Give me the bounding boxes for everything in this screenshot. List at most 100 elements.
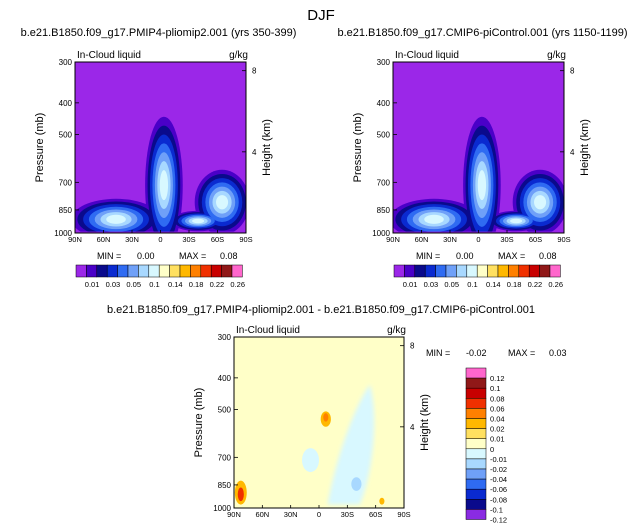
colorbar-box (445, 264, 457, 278)
min-value: -0.02 (466, 348, 487, 358)
variable-label: In-Cloud liquid (77, 50, 141, 61)
colorbar-box (549, 264, 561, 278)
max-value: 0.08 (539, 251, 557, 261)
y-axis-label: Pressure (mb) (193, 388, 205, 458)
colorbar-label: 0.02 (490, 425, 505, 434)
y-tick-label: 850 (59, 206, 73, 215)
colorbar-box (497, 264, 509, 278)
y-tick-label: 700 (377, 178, 391, 187)
colorbar-box (138, 264, 150, 278)
y-tick-label: 500 (218, 406, 232, 415)
colorbar-box (210, 264, 222, 278)
colorbar-label: 0.04 (490, 415, 505, 424)
colorbar-box (414, 264, 426, 278)
colorbar-box (476, 264, 488, 278)
colorbar-box (75, 264, 87, 278)
colorbar-box (465, 499, 487, 510)
colorbar-box (487, 264, 499, 278)
y-tick-label: 850 (377, 206, 391, 215)
max-value: 0.03 (549, 348, 567, 358)
colorbar-label: -0.1 (490, 505, 503, 514)
y-tick-label: 500 (59, 131, 73, 140)
x-tick-label: 30S (341, 510, 354, 519)
colorbar-label: 0.22 (210, 280, 225, 289)
colorbar-label: 0.18 (189, 280, 204, 289)
y-tick-label: 300 (377, 58, 391, 67)
y-tick-label: 1000 (54, 229, 72, 238)
y-right-tick-label: 8 (410, 342, 415, 351)
y-tick-label: 300 (59, 58, 73, 67)
negative-anomaly (327, 384, 375, 505)
colorbar-box (404, 264, 416, 278)
colorbar-label: -0.12 (490, 516, 507, 525)
contour-background (234, 337, 404, 508)
max-value: 0.08 (220, 251, 238, 261)
x-tick-label: 60N (97, 235, 111, 244)
contour-field (75, 62, 246, 233)
colorbar-box (424, 264, 436, 278)
colorbar-label: 0.05 (444, 280, 459, 289)
y-tick-label: 1000 (372, 229, 390, 238)
stats-2: MIN = 0.00 MAX = 0.08 (416, 251, 557, 261)
colorbar-label: 0.03 (106, 280, 121, 289)
colorbar-label: -0.06 (490, 485, 507, 494)
y-tick-label: 500 (377, 131, 391, 140)
colorbar-label: 0.01 (403, 280, 418, 289)
stats-1: MIN = 0.00 MAX = 0.08 (97, 251, 238, 261)
units-label: g/kg (547, 50, 566, 61)
x-tick-label: 60S (529, 235, 542, 244)
contour-level (477, 170, 487, 201)
colorbar-label: -0.02 (490, 465, 507, 474)
x-tick-label: 0 (317, 510, 321, 519)
x-tick-label: 90S (239, 235, 252, 244)
units-label: g/kg (229, 50, 248, 61)
colorbar-box (435, 264, 447, 278)
panel-title: b.e21.B1850.f09_g17.PMIP4-pliomip2.001 (… (21, 27, 297, 39)
x-tick-label: 30S (500, 235, 513, 244)
panel-title: b.e21.B1850.f09_g17.CMIP6-piControl.001 … (337, 27, 627, 39)
colorbar-label: 0.1 (149, 280, 159, 289)
diff-title: b.e21.B1850.f09_g17.PMIP4-pliomip2.001 -… (107, 304, 535, 316)
positive-anomaly (237, 487, 244, 502)
contour-level (159, 170, 169, 201)
colorbar-box (200, 264, 212, 278)
y-tick-label: 700 (218, 453, 232, 462)
units-label: g/kg (387, 325, 406, 336)
colorbar-label: 0 (490, 445, 494, 454)
colorbar-2: 0.01 0.03 0.05 0.1 0.14 0.18 0.22 0.26 (393, 264, 563, 289)
y-right-tick-label: 8 (570, 67, 575, 76)
y-right-axis-label: Height (km) (419, 394, 431, 451)
x-tick-label: 90S (557, 235, 570, 244)
max-label: MAX = (508, 348, 535, 358)
colorbar-box (465, 438, 487, 450)
colorbar-box (466, 264, 478, 278)
colorbar-box (465, 509, 487, 520)
colorbar-box (465, 408, 487, 419)
colorbar-box (518, 264, 530, 278)
x-tick-label: 90N (386, 235, 400, 244)
contour-level (424, 214, 444, 224)
x-tick-label: 60S (369, 510, 382, 519)
min-label: MIN = (97, 251, 121, 261)
colorbar-box (465, 458, 487, 470)
y-axis-label: Pressure (mb) (34, 113, 46, 183)
colorbar-box (169, 264, 181, 278)
colorbar-label: 0.08 (490, 394, 505, 403)
colorbar-box (456, 264, 468, 278)
colorbar-box (190, 264, 202, 278)
colorbar-label: 0.06 (490, 404, 505, 413)
colorbar-box (158, 264, 170, 278)
negative-anomaly (351, 477, 362, 491)
colorbar-box (539, 264, 551, 278)
x-tick-label: 90N (68, 235, 82, 244)
max-label: MAX = (498, 251, 525, 261)
positive-anomaly (323, 413, 329, 422)
x-tick-label: 30N (443, 235, 457, 244)
contour-field (393, 62, 564, 233)
y-right-tick-label: 4 (410, 423, 415, 432)
colorbar-label: 0.01 (85, 280, 100, 289)
colorbar-box (221, 264, 233, 278)
y-axis-label: Pressure (mb) (352, 113, 364, 183)
y-tick-label: 400 (377, 99, 391, 108)
colorbar-box (465, 387, 487, 399)
